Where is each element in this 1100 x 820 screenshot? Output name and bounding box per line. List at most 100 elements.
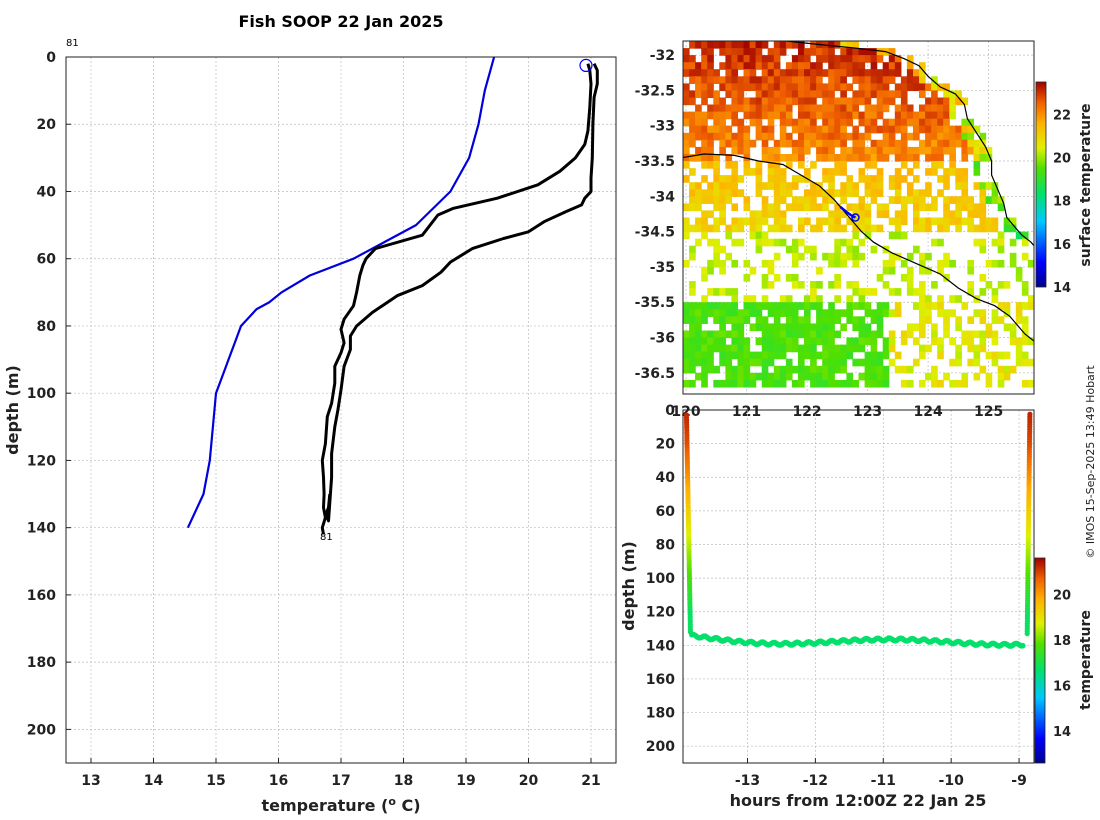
map-sst-cell: [816, 139, 823, 148]
map-sst-cell: [840, 90, 847, 99]
map-sst-cell: [870, 330, 878, 339]
map-sst-cell: [689, 125, 696, 134]
map-sst-cell: [798, 125, 805, 134]
map-sst-cell: [840, 358, 847, 367]
map-sst-cell: [755, 372, 763, 381]
map-sst-cell: [743, 97, 751, 106]
map-sst-cell: [695, 238, 702, 247]
map-sst-cell: [870, 161, 878, 169]
map-sst-cell: [931, 139, 938, 148]
map-sst-cell: [961, 302, 969, 310]
map-sst-cell: [919, 259, 926, 268]
map-sst-cell: [816, 337, 823, 346]
map-sst-cell: [749, 266, 757, 275]
map-sst-cell: [798, 83, 805, 92]
map-sst-cell: [828, 97, 835, 106]
map-sst-cell: [785, 111, 793, 120]
map-sst-cell: [725, 288, 733, 296]
map-sst-cell: [707, 62, 714, 70]
map-sst-cell: [743, 83, 751, 92]
map-sst-cell: [882, 302, 890, 310]
map-sst-cell: [828, 125, 835, 134]
map-sst-cell: [979, 196, 987, 204]
map-sst-cell: [822, 97, 829, 106]
map-sst-cell: [997, 245, 1005, 254]
map-sst-cell: [743, 259, 751, 268]
map-sst-cell: [828, 351, 835, 360]
map-sst-cell: [870, 189, 878, 197]
map-sst-cell: [767, 379, 775, 388]
map-sst-cell: [961, 132, 969, 141]
map-sst-cell: [725, 48, 733, 56]
map-sst-cell: [955, 90, 962, 99]
map-sst-cell: [834, 161, 841, 169]
map-sst-cell: [1015, 351, 1023, 360]
map-sst-cell: [913, 69, 920, 77]
map-sst-cell: [822, 125, 829, 134]
profile-line-profile_down: [320, 63, 593, 535]
map-sst-cell: [876, 365, 884, 374]
map-sst-cell: [737, 48, 745, 56]
map-sst-cell: [840, 62, 847, 70]
map-sst-cell: [870, 90, 878, 99]
map-sst-cell: [900, 139, 908, 148]
map-sst-cell: [991, 217, 999, 226]
map-sst-cell: [779, 295, 787, 303]
map-sst-cell: [931, 168, 938, 176]
map-sst-cell: [888, 252, 896, 261]
map-sst-cell: [798, 224, 805, 233]
map-sst-cell: [755, 104, 763, 113]
map-sst-cell: [791, 302, 799, 310]
map-sst-cell: [864, 182, 872, 190]
map-sst-cell: [925, 182, 932, 190]
map-sst-cell: [955, 351, 962, 360]
map-sst-cell: [707, 238, 714, 247]
map-sst-cell: [925, 309, 932, 317]
map-sst-cell: [743, 372, 751, 381]
map-sst-cell: [919, 118, 926, 127]
map-sst-cell: [695, 224, 702, 233]
map-sst-cell: [810, 344, 817, 353]
map-sst-cell: [689, 316, 696, 324]
map-sst-cell: [852, 69, 860, 77]
map-sst-cell: [894, 210, 902, 219]
map-sst-cell: [828, 118, 835, 127]
map-sst-cell: [737, 330, 745, 339]
section-colorbar-tick-label: 14: [1053, 725, 1071, 740]
map-sst-cell: [828, 316, 835, 324]
map-sst-cell: [900, 365, 908, 374]
map-sst-cell: [1009, 330, 1017, 339]
map-sst-cell: [864, 161, 872, 169]
map-sst-cell: [840, 182, 847, 190]
map-sst-cell: [822, 104, 829, 113]
map-sst-cell: [949, 259, 956, 268]
map-sst-cell: [888, 118, 896, 127]
map-sst-cell: [713, 379, 720, 388]
map-sst-cell: [906, 189, 914, 197]
map-sst-cell: [701, 344, 708, 353]
map-sst-cell: [761, 62, 769, 70]
map-sst-cell: [919, 288, 926, 296]
map-sst-cell: [683, 146, 690, 155]
map-sst-cell: [888, 132, 896, 141]
map-sst-cell: [858, 358, 866, 367]
map-sst-cell: [761, 351, 769, 360]
map-sst-cell: [931, 90, 938, 99]
map-sst-cell: [834, 76, 841, 84]
map-sst-cell: [707, 196, 714, 204]
map-sst-cell: [755, 175, 763, 183]
map-sst-cell: [719, 203, 726, 212]
map-sst-cell: [864, 330, 872, 339]
map-sst-cell: [919, 266, 926, 275]
map-sst-cell: [858, 146, 866, 155]
map-sst-cell: [731, 182, 739, 190]
map-sst-cell: [725, 111, 733, 120]
map-sst-cell: [931, 379, 938, 388]
map-sst-cell: [973, 309, 981, 317]
map-sst-cell: [828, 132, 835, 141]
map-sst-cell: [840, 161, 847, 169]
map-sst-cell: [713, 97, 720, 106]
map-sst-cell: [816, 295, 823, 303]
map-sst-cell: [834, 309, 841, 317]
map-sst-cell: [840, 309, 847, 317]
